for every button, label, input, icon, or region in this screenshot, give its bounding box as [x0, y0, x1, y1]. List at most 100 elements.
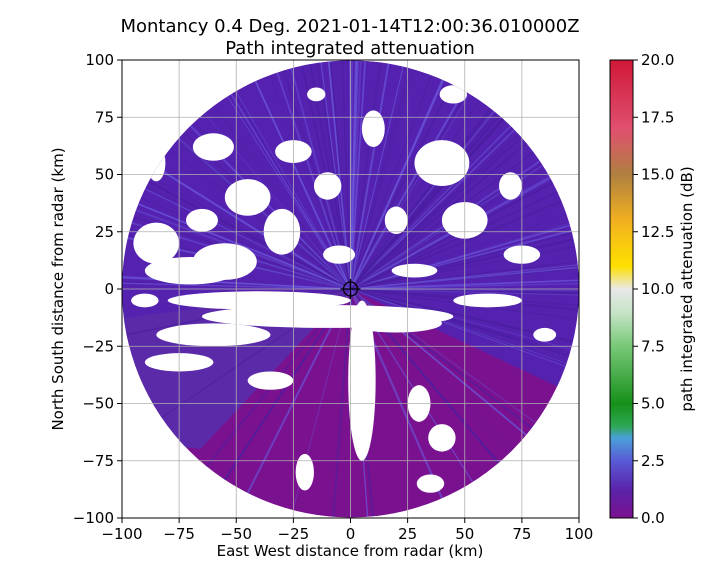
- no-data-patch: [533, 327, 557, 342]
- field-streak: [156, 166, 352, 290]
- no-data-patch: [192, 133, 234, 161]
- field-streak: [350, 266, 579, 290]
- x-tick-label: 25: [398, 525, 417, 543]
- field-streak: [350, 66, 404, 290]
- no-data-patch: [384, 206, 408, 235]
- y-tick-label: 0: [104, 280, 114, 298]
- colorbar-tick-label: 0.0: [641, 509, 665, 527]
- colorbar-tick-label: 20.0: [641, 51, 674, 69]
- y-axis-ticks: −100 −75 −50 −25 0 25 50 75 100: [73, 51, 122, 527]
- field-streak: [350, 238, 574, 291]
- colorbar-tick-label: 15.0: [641, 166, 674, 184]
- colorbar-tick-label: 7.5: [641, 337, 665, 355]
- field-streak: [350, 69, 415, 290]
- no-data-patch: [499, 172, 522, 200]
- field-streak: [349, 62, 382, 290]
- no-data-patch: [131, 293, 159, 308]
- field-streak: [350, 261, 578, 290]
- no-data-patch: [361, 110, 385, 148]
- field-streak: [350, 75, 432, 290]
- field-streak: [350, 126, 513, 290]
- no-data-patch: [144, 256, 237, 285]
- x-tick-label: −100: [101, 525, 142, 543]
- field-streak: [169, 148, 351, 290]
- y-tick-label: 50: [95, 166, 114, 184]
- field-streak: [350, 223, 570, 290]
- plot-area: [122, 60, 579, 518]
- field-streak: [349, 83, 453, 290]
- field-streak: [350, 191, 558, 290]
- colorbar: 0.0 2.5 5.0 7.5 10.0 12.5 15.0 17.5 20.0 path in…: [609, 51, 696, 527]
- no-data-patch: [414, 140, 470, 186]
- colorbar-tick-label: 10.0: [641, 280, 674, 298]
- colorbar-tick-label: 2.5: [641, 452, 665, 470]
- colorbar-gradient: [609, 59, 634, 519]
- field-streak: [140, 197, 351, 290]
- field-streak: [350, 129, 515, 290]
- x-tick-label: 100: [565, 525, 594, 543]
- y-tick-label: −100: [73, 509, 114, 527]
- field-streak: [349, 63, 390, 290]
- x-axis-label: East West distance from radar (km): [217, 542, 484, 560]
- colorbar-tick-label: 17.5: [641, 108, 674, 126]
- y-tick-label: −50: [82, 395, 114, 413]
- colorbar-tick-label: 12.5: [641, 223, 674, 241]
- field-streak: [350, 288, 566, 367]
- no-data-patch: [348, 300, 376, 461]
- no-data-patch: [350, 314, 442, 333]
- x-axis-ticks: −100 −75 −50 −25 0 25 50 75 100: [101, 518, 593, 543]
- field-streak: [178, 137, 351, 290]
- no-data-patch: [156, 323, 271, 347]
- colorbar-label: path integrated attenuation (dB): [678, 166, 696, 411]
- chart-title-line2: Path integrated attenuation: [225, 38, 475, 59]
- x-tick-label: 50: [455, 525, 474, 543]
- field-streak: [350, 288, 570, 357]
- no-data-patch: [133, 222, 180, 264]
- field-streak: [349, 142, 528, 290]
- no-data-patch: [391, 263, 438, 278]
- no-data-patch: [323, 245, 356, 264]
- x-tick-label: 75: [512, 525, 531, 543]
- x-tick-label: −75: [163, 525, 195, 543]
- field-streak: [151, 176, 351, 290]
- field-streak: [177, 138, 352, 290]
- field-streak: [349, 133, 520, 290]
- field-streak: [145, 186, 351, 290]
- field-streak: [350, 232, 573, 290]
- field-streak: [350, 224, 571, 290]
- field-streak: [349, 114, 501, 290]
- field-streak: [350, 288, 572, 350]
- no-data-patch: [416, 474, 445, 493]
- no-data-patch: [428, 424, 456, 452]
- radar-location-marker: [340, 279, 361, 299]
- y-tick-label: 25: [95, 223, 114, 241]
- field-streak: [349, 62, 381, 290]
- field-streak: [349, 108, 493, 290]
- field-streak: [138, 203, 351, 290]
- y-tick-label: 100: [85, 51, 114, 69]
- no-data-patch: [185, 208, 218, 232]
- no-data-patch: [295, 453, 314, 491]
- field-streak: [349, 68, 411, 290]
- field-streak: [350, 288, 567, 364]
- field-streak: [148, 180, 351, 290]
- field-streak: [350, 214, 567, 290]
- field-streak: [350, 200, 562, 290]
- x-tick-label: 0: [346, 525, 356, 543]
- field-streak: [168, 150, 351, 290]
- no-data-patch: [313, 172, 342, 200]
- field-streak: [349, 79, 444, 290]
- y-axis-label: North South distance from radar (km): [49, 147, 67, 430]
- no-data-patch: [307, 87, 326, 102]
- y-tick-label: 75: [95, 108, 114, 126]
- no-data-patch: [247, 371, 294, 390]
- no-data-patch: [439, 85, 468, 104]
- no-data-patch: [453, 293, 522, 308]
- colorbar-ticks: 0.0 2.5 5.0 7.5 10.0 12.5 15.0 17.5 20.0: [633, 51, 674, 527]
- field-streak: [349, 112, 498, 290]
- no-data-patch: [224, 179, 271, 216]
- chart-title-line1: Montancy 0.4 Deg. 2021-01-14T12:00:36.01…: [120, 16, 579, 37]
- x-tick-label: −25: [278, 525, 310, 543]
- field-streak: [349, 100, 481, 290]
